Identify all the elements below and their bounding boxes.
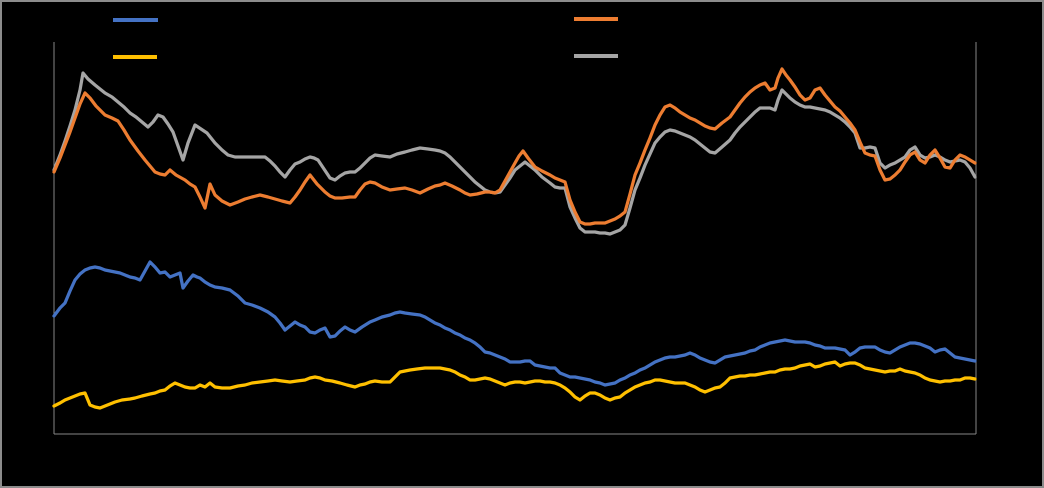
series-2-orange-line — [52, 67, 977, 226]
series-4-gray-line — [52, 71, 977, 236]
legend-swatch-series-4-gray — [574, 54, 618, 58]
legend-swatch-series-1-blue — [113, 18, 158, 22]
series-3-yellow-line — [52, 360, 977, 410]
series-1-blue-line — [52, 260, 977, 387]
legend-swatch-series-3-yellow — [113, 55, 157, 59]
legend-swatch-series-2-orange — [574, 17, 618, 21]
